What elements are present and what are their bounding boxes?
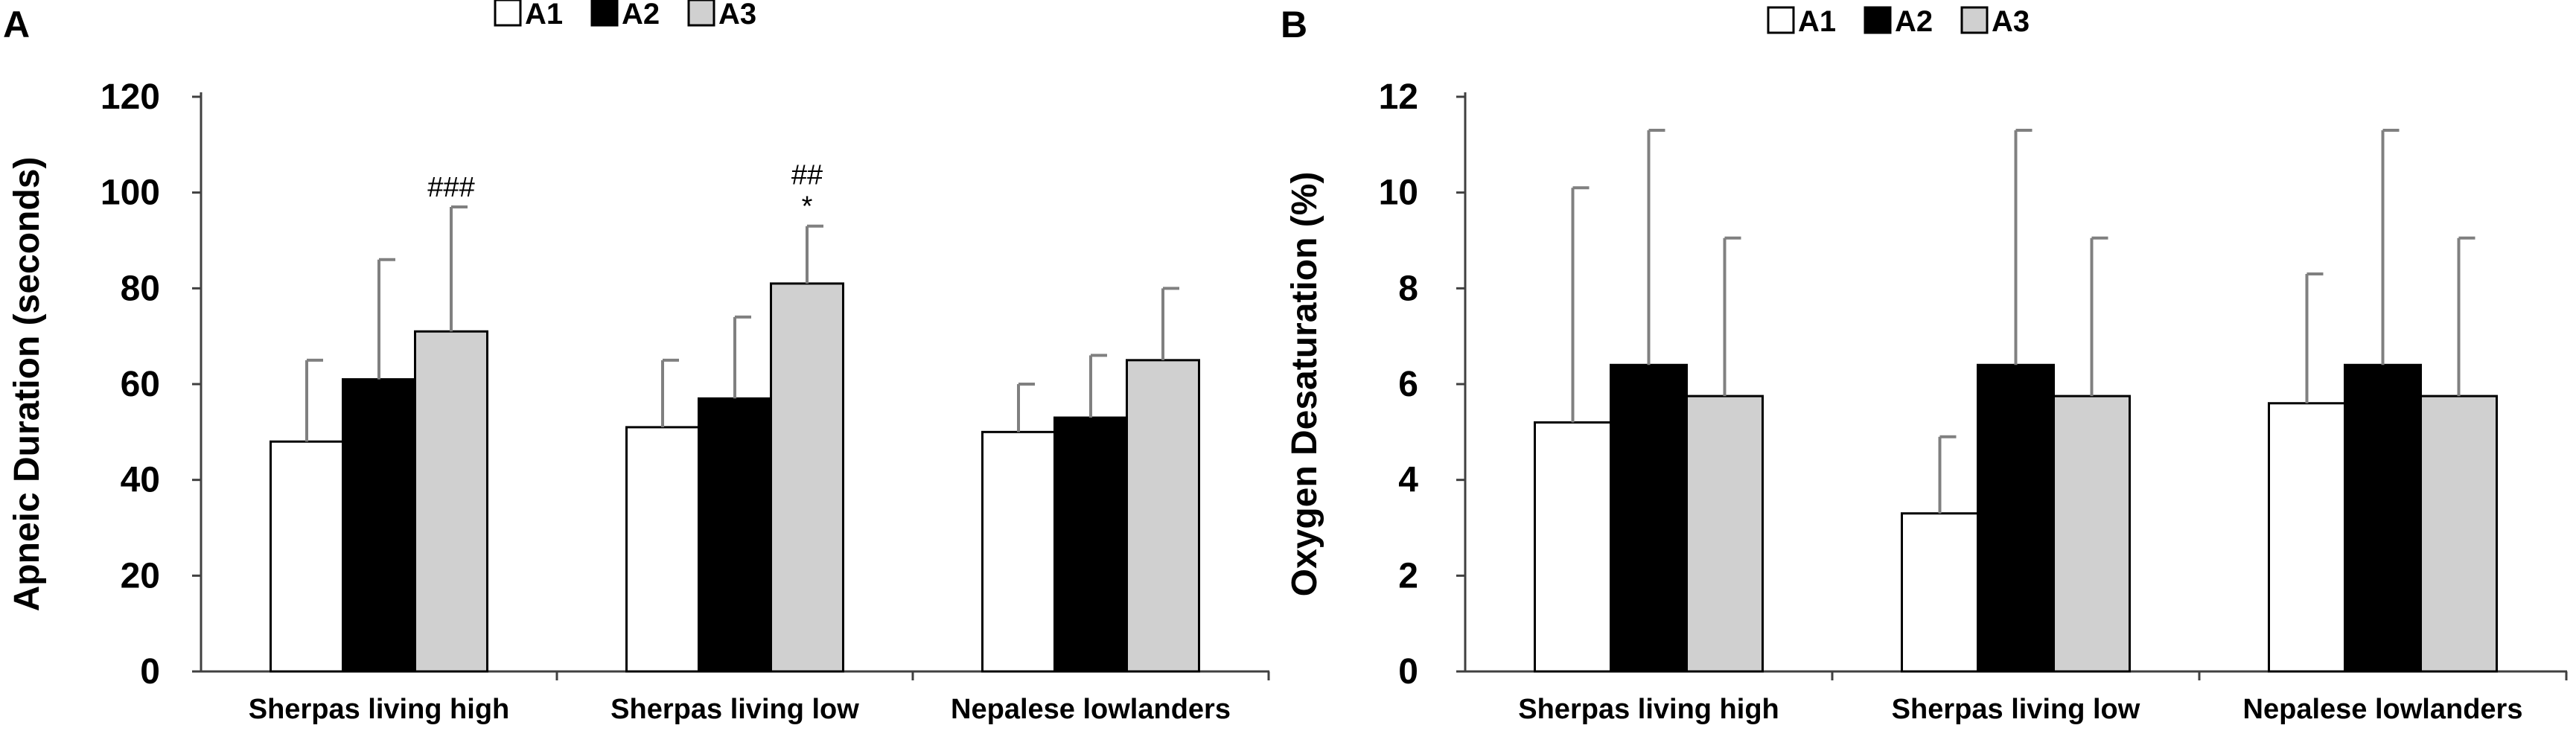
y-axis-title: Oxygen Desaturation (%) (1285, 172, 1324, 597)
legend-label-a3: A3 (718, 0, 756, 31)
y-tick-label: 80 (121, 269, 160, 308)
bar-a1-0 (1534, 421, 1612, 673)
legend-swatch-a3 (687, 0, 715, 27)
legend-label-a2: A2 (1895, 5, 1933, 38)
y-tick-label: 0 (140, 652, 160, 692)
y-tick-label: 120 (101, 77, 160, 117)
bar-a1-0 (270, 440, 344, 673)
legend-label-a1: A1 (525, 0, 563, 31)
y-axis-title: Apneic Duration (seconds) (7, 157, 47, 612)
y-tick-label: 40 (121, 461, 160, 500)
significance-marker: ## (791, 160, 823, 191)
y-tick-label: 100 (101, 173, 160, 213)
legend-swatch-a1 (494, 0, 522, 27)
bar-a1-1 (1901, 512, 1979, 673)
panel-a-chart: A A1 A2 A3 Apneic Duration (seconds) 0 20 40 60 8… (3, 0, 1270, 725)
y-tick-label: 20 (121, 556, 160, 596)
bar-a3-2 (1126, 359, 1200, 673)
bar-a2-0 (342, 378, 416, 673)
category-label-0: Sherpas living high (249, 694, 510, 725)
y-tick-label: 8 (1398, 269, 1418, 308)
legend-label-a2: A2 (622, 0, 660, 31)
bar-a2-0 (1610, 363, 1688, 673)
bar-a2-1 (1977, 363, 2055, 673)
category-label-2: Nepalese lowlanders (2243, 694, 2523, 725)
bar-a3-1 (2053, 395, 2131, 673)
bar-a3-0 (414, 330, 488, 673)
bar-a2-2 (2344, 363, 2422, 673)
category-label-1: Sherpas living low (1892, 694, 2140, 725)
bar-a3-2 (2420, 395, 2498, 673)
legend-label-a1: A1 (1798, 5, 1836, 38)
legend-swatch-a3 (1960, 6, 1989, 34)
panel-label-b: B (1281, 4, 1307, 45)
y-tick-label: 10 (1379, 173, 1418, 213)
bar-a1-2 (2268, 402, 2346, 673)
category-label-2: Nepalese lowlanders (951, 694, 1231, 725)
significance-marker: * (802, 191, 813, 223)
y-tick-label: 60 (121, 365, 160, 404)
y-tick-label: 2 (1398, 556, 1418, 596)
legend-swatch-a2 (1864, 6, 1892, 34)
legend-label-a3: A3 (1992, 5, 2030, 38)
category-label-1: Sherpas living low (610, 694, 859, 725)
legend-swatch-a2 (590, 0, 619, 27)
panel-b-chart: B A1 A2 A3 Oxygen Desaturation (%) 0 2 4 6 8 10 12 S… (1281, 4, 2568, 725)
y-tick-label: 4 (1398, 461, 1418, 500)
bar-a3-1 (770, 282, 844, 673)
bar-a1-2 (981, 430, 1056, 673)
bar-a2-2 (1053, 416, 1128, 673)
significance-marker: ### (427, 172, 474, 203)
bar-a2-1 (698, 397, 772, 673)
panel-label-a: A (3, 4, 30, 45)
legend-swatch-a1 (1767, 6, 1795, 34)
y-tick-label: 12 (1379, 77, 1418, 117)
category-label-0: Sherpas living high (1518, 694, 1779, 725)
bar-a1-1 (625, 426, 700, 673)
y-tick-label: 0 (1398, 652, 1418, 692)
bar-a3-0 (1686, 395, 1764, 673)
y-tick-label: 6 (1398, 365, 1418, 404)
